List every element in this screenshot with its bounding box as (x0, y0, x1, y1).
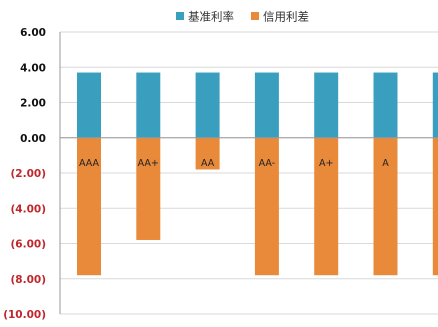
y-tick-label: 2.00 (20, 98, 46, 110)
bar-credit-spread (77, 137, 101, 276)
bar-credit-spread (314, 137, 339, 276)
y-tick-label: 6.00 (20, 27, 46, 39)
legend-label-spread: 信用利差 (263, 10, 309, 24)
legend-label-base: 基准利率 (188, 10, 234, 24)
y-tick-label: (10.00) (3, 309, 46, 321)
bar-base-rate (136, 72, 161, 138)
bar-credit-spread (432, 137, 438, 276)
y-tick-labels: 6.00 4.00 2.00 0.00 (2.00) (4.00) (6.00) (8.00)… (3, 27, 46, 321)
bars (77, 72, 438, 276)
bar-credit-spread (373, 137, 398, 276)
bar-base-rate (373, 72, 398, 138)
y-tick-label: 0.00 (20, 133, 46, 145)
y-tick-label: (4.00) (10, 203, 46, 215)
legend-swatch-base (176, 12, 184, 20)
bar-base-rate (195, 72, 220, 138)
category-label: AAA (79, 158, 100, 169)
legend-swatch-spread (251, 12, 259, 20)
category-label: A (382, 158, 389, 169)
category-label: A+ (319, 158, 333, 169)
bar-credit-spread (195, 137, 220, 170)
bar-base-rate (77, 72, 101, 138)
bar-base-rate (254, 72, 279, 138)
y-tick-label: (8.00) (10, 274, 46, 286)
legend: 基准利率 信用利差 (176, 10, 309, 24)
bar-credit-spread (254, 137, 279, 276)
bar-base-rate (432, 72, 438, 138)
bar-base-rate (314, 72, 339, 138)
bar-credit-spread (136, 137, 161, 240)
y-tick-label: (6.00) (10, 239, 46, 251)
category-label: AA (201, 158, 215, 169)
y-tick-label: 4.00 (20, 62, 46, 74)
category-label: AA+ (138, 158, 159, 169)
y-tick-label: (2.00) (10, 168, 46, 180)
axes (59, 32, 438, 314)
category-label: AA- (259, 158, 275, 169)
